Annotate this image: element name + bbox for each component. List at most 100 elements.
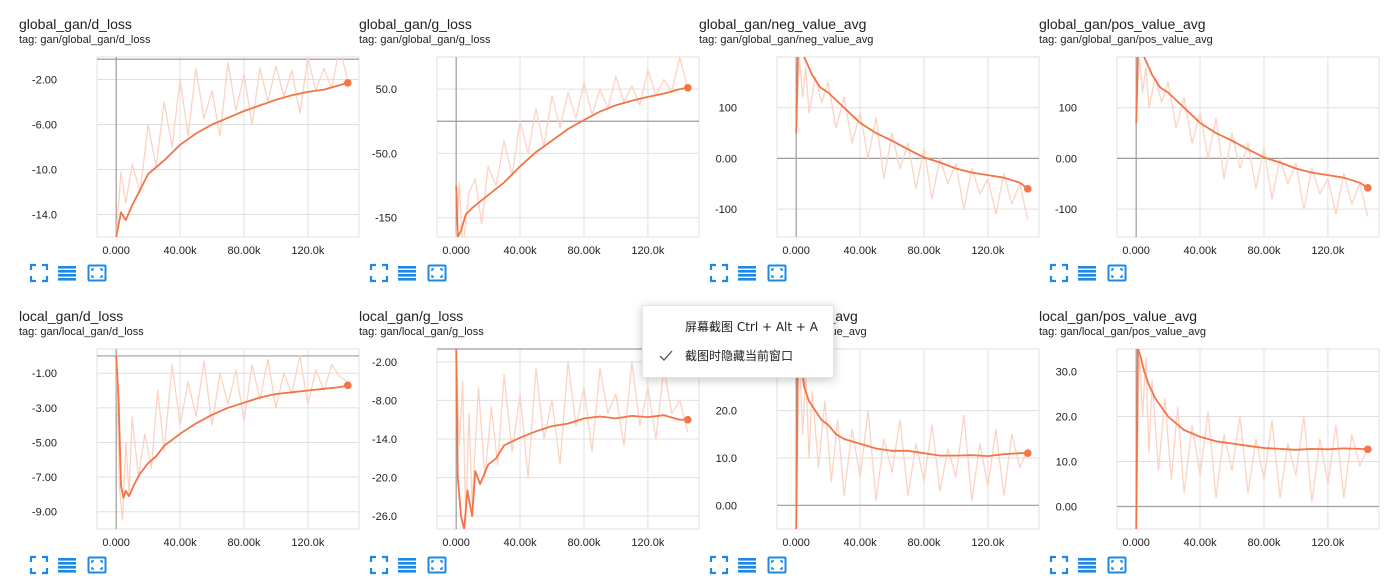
chart-tag: tag: gan/global_gan/g_loss: [359, 34, 491, 46]
y-tick-label: -14.0: [32, 210, 57, 222]
chart-tag: tag: gan/global_gan/neg_value_avg: [699, 34, 874, 46]
toggle-log-scale-icon[interactable]: [1077, 263, 1097, 283]
y-tick-label: -8.00: [372, 395, 397, 407]
smoothed-series-line: [1135, 349, 1368, 529]
fit-domain-icon[interactable]: [1107, 263, 1127, 283]
plot-border: [96, 348, 360, 530]
last-value-marker: [344, 381, 352, 390]
expand-chart-icon[interactable]: [1049, 555, 1069, 575]
toggle-log-scale-icon[interactable]: [1077, 555, 1097, 575]
smoothed-series-line: [795, 349, 1028, 529]
x-tick-label: 80.00k: [567, 537, 601, 549]
fit-domain-icon[interactable]: [427, 555, 447, 575]
last-value-marker: [1024, 185, 1032, 193]
last-value-marker: [1364, 184, 1372, 192]
y-tick-label: -150: [375, 213, 397, 225]
x-tick-label: 0.000: [102, 537, 130, 549]
fit-domain-icon[interactable]: [1107, 555, 1127, 575]
y-tick-label: -9.00: [32, 507, 57, 519]
chart-plot: 50.0 -50.0 -150 0.000 40.00k 80.00k 120.0k: [372, 56, 700, 257]
toggle-log-scale-icon[interactable]: [737, 263, 757, 283]
expand-chart-icon[interactable]: [29, 555, 49, 575]
x-tick-label: 0.000: [1122, 537, 1150, 549]
smoothed-series-line: [455, 87, 688, 237]
menu-item-screenshot[interactable]: 屏幕截图 Ctrl + Alt + A: [643, 314, 833, 340]
x-tick-label: 40.00k: [844, 245, 878, 257]
chart-title: local_gan/g_loss: [359, 308, 464, 324]
y-tick-label: -100: [1055, 204, 1077, 216]
raw-series-line: [795, 349, 1029, 529]
x-tick-label: 120.0k: [291, 537, 325, 549]
x-tick-label: 40.00k: [1184, 537, 1218, 549]
raw-series-line: [1135, 57, 1369, 217]
smoothed-series-line: [1135, 57, 1369, 189]
fit-domain-icon[interactable]: [87, 263, 107, 283]
toggle-log-scale-icon[interactable]: [737, 555, 757, 575]
chart-title: global_gan/g_loss: [359, 16, 472, 32]
toggle-log-scale-icon[interactable]: [397, 263, 417, 283]
y-tick-label: -10.0: [32, 165, 57, 177]
expand-chart-icon[interactable]: [709, 263, 729, 283]
x-tick-label: 40.00k: [1184, 245, 1218, 257]
toggle-log-scale-icon[interactable]: [57, 555, 77, 575]
expand-chart-icon[interactable]: [29, 263, 49, 283]
x-tick-label: 120.0k: [291, 245, 325, 257]
raw-series-line: [795, 57, 1029, 220]
chart-tag: tag: gan/local_gan/pos_value_avg: [1039, 326, 1206, 338]
y-tick-label: -6.00: [32, 120, 57, 132]
x-tick-label: 80.00k: [227, 245, 261, 257]
x-tick-label: 0.000: [782, 537, 810, 549]
y-tick-label: 0.00: [716, 500, 737, 512]
y-tick-label: -1.00: [32, 368, 57, 380]
fit-domain-icon[interactable]: [87, 555, 107, 575]
plot-border: [436, 56, 700, 238]
raw-series-line: [455, 349, 689, 524]
y-tick-label: 20.0: [1056, 412, 1077, 424]
chart-card: local_gan/pos_value_avg tag: gan/local_ga…: [1039, 292, 1380, 575]
y-tick-label: 30.0: [1056, 367, 1077, 379]
checkmark-icon: [659, 350, 673, 361]
chart-title: local_gan/d_loss: [19, 308, 124, 324]
toggle-log-scale-icon[interactable]: [397, 555, 417, 575]
x-tick-label: 120.0k: [631, 245, 665, 257]
expand-chart-icon[interactable]: [369, 263, 389, 283]
last-value-marker: [1024, 449, 1032, 458]
fit-domain-icon[interactable]: [427, 263, 447, 283]
smoothed-series-line: [115, 82, 349, 237]
plot-border: [1116, 348, 1380, 530]
raw-series-line: [455, 57, 689, 237]
chart-plot: 20.0 10.0 0.00 0.000 40.00k 80.00k 120.0k: [716, 348, 1040, 549]
expand-chart-icon[interactable]: [1049, 263, 1069, 283]
expand-chart-icon[interactable]: [709, 555, 729, 575]
chart-tag: tag: gan/local_gan/g_loss: [359, 326, 484, 338]
chart-plot: 100 0.00 -100 0.000 40.00k 80.00k 120.0k: [1055, 56, 1380, 257]
context-menu: 屏幕截图 Ctrl + Alt + A 截图时隐藏当前窗口: [642, 305, 834, 378]
chart-plot: 30.0 20.0 10.0 0.00 0.000 40.00k 80.00k 120.0k: [1056, 348, 1380, 549]
x-tick-label: 80.00k: [1247, 537, 1281, 549]
last-value-marker: [1364, 445, 1372, 454]
raw-series-line: [1135, 349, 1369, 529]
y-tick-label: 0.00: [716, 153, 737, 165]
toggle-log-scale-icon[interactable]: [57, 263, 77, 283]
y-tick-label: 10.0: [1056, 457, 1077, 469]
x-tick-label: 0.000: [782, 245, 810, 257]
y-tick-label: -20.0: [372, 473, 397, 485]
x-tick-label: 40.00k: [164, 245, 198, 257]
fit-domain-icon[interactable]: [767, 263, 787, 283]
y-tick-label: 20.0: [716, 406, 737, 418]
menu-item-screenshot-label: 屏幕截图 Ctrl + Alt + A: [685, 320, 818, 334]
y-tick-label: 10.0: [716, 453, 737, 465]
expand-chart-icon[interactable]: [369, 555, 389, 575]
chart-tag: tag: gan/global_gan/d_loss: [19, 34, 151, 46]
chart-card: global_gan/pos_value_avg tag: gan/global_…: [1039, 0, 1380, 283]
x-tick-label: 80.00k: [227, 537, 261, 549]
smoothed-series-line: [795, 57, 1029, 190]
chart-title: global_gan/pos_value_avg: [1039, 16, 1206, 32]
last-value-marker: [684, 415, 692, 424]
x-tick-label: 80.00k: [1247, 245, 1281, 257]
y-tick-label: 50.0: [376, 84, 397, 96]
x-tick-label: 40.00k: [504, 245, 538, 257]
fit-domain-icon[interactable]: [767, 555, 787, 575]
menu-item-hide-window[interactable]: 截图时隐藏当前窗口: [643, 343, 833, 369]
plot-border: [776, 56, 1040, 238]
